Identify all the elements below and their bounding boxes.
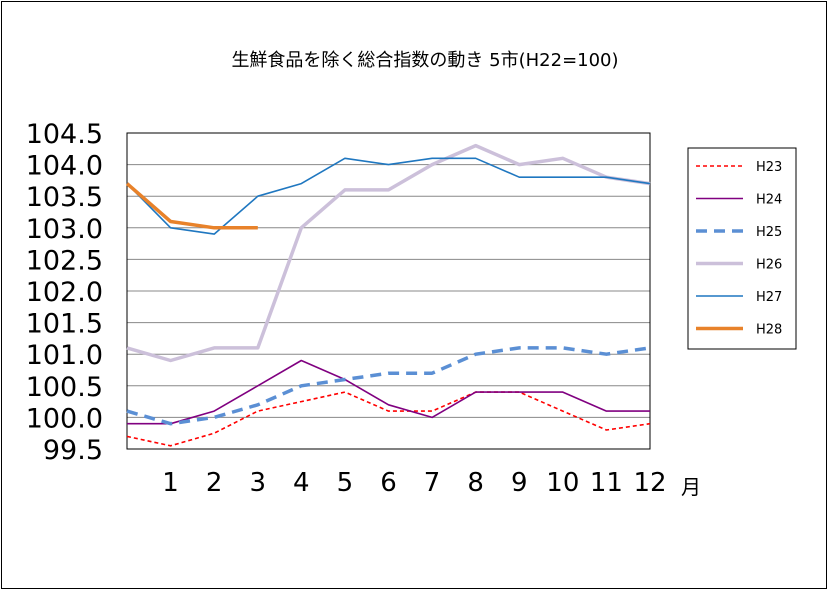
series-line-h28 <box>125 182 258 230</box>
x-tick-label: 4 <box>293 468 310 498</box>
x-tick-label: 2 <box>206 468 223 498</box>
y-tick-label: 103.0 <box>26 214 103 245</box>
x-axis-ticks: 1 2 3 4 5 6 7 8 9 10 11 12 <box>162 468 666 498</box>
series-line-h24 <box>127 359 650 425</box>
grid-lines <box>127 132 650 450</box>
y-tick-label: 100.5 <box>26 372 103 403</box>
x-tick-label: 9 <box>511 468 528 498</box>
y-tick-label: 101.5 <box>26 309 103 340</box>
x-tick-label: 8 <box>467 468 484 498</box>
legend-label: H23 <box>756 160 782 175</box>
y-axis-ticks: 104.5104.0103.5103.0102.5102.0101.5101.0… <box>26 119 103 466</box>
legend-box <box>687 147 797 350</box>
y-tick-label: 102.0 <box>26 277 103 308</box>
y-tick-label: 100.0 <box>26 403 103 434</box>
x-tick-label: 5 <box>337 468 354 498</box>
legend-label: H25 <box>756 225 782 240</box>
x-tick-label: 7 <box>424 468 441 498</box>
y-tick-label: 102.5 <box>26 245 103 276</box>
x-tick-label: 12 <box>633 468 666 498</box>
x-tick-label: 10 <box>546 468 579 498</box>
legend-label: H28 <box>756 323 782 338</box>
y-tick-label: 99.5 <box>43 435 103 466</box>
chart-title: 生鮮食品を除く総合指数の動き 5市(H22=100) <box>231 50 618 71</box>
y-tick-label: 104.0 <box>26 151 103 182</box>
y-tick-label: 101.0 <box>26 340 103 371</box>
y-tick-label: 104.5 <box>26 119 103 150</box>
series-lines <box>125 143 651 447</box>
x-tick-label: 3 <box>249 468 266 498</box>
legend: H23 H24 H25 H26 H27 H28 <box>687 147 797 350</box>
series-line-h27 <box>126 157 651 235</box>
x-tick-label: 6 <box>380 468 397 498</box>
plot-area <box>126 132 651 450</box>
x-tick-label: 11 <box>590 468 623 498</box>
series-line-h23 <box>126 391 651 447</box>
series-line-h26 <box>126 143 651 363</box>
legend-label: H24 <box>756 193 782 208</box>
y-tick-label: 103.5 <box>26 182 103 213</box>
legend-label: H27 <box>756 290 782 305</box>
x-axis-label: 月 <box>681 475 701 499</box>
legend-label: H26 <box>756 258 782 273</box>
series-line-h25 <box>126 346 651 426</box>
x-tick-label: 1 <box>162 468 179 498</box>
